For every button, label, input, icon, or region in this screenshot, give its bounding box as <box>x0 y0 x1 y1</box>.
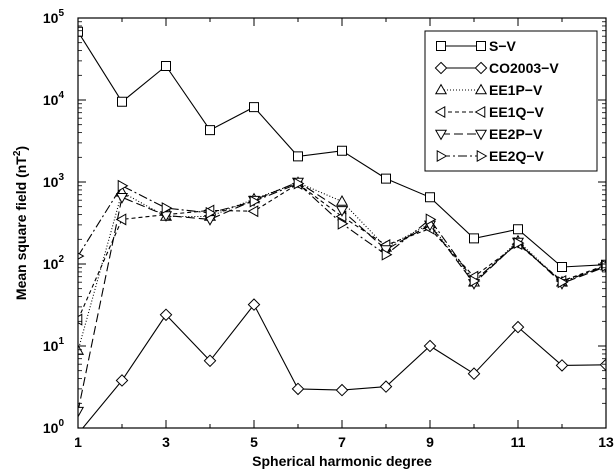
series-co2003-v <box>78 298 606 428</box>
data-point-ee2q-v-7 <box>337 217 349 230</box>
legend-marker-ee1q-v <box>434 105 446 119</box>
data-point-co2003-v-6 <box>291 382 305 396</box>
data-point-ee2q-v-11 <box>513 237 525 250</box>
data-point-co2003-v-13 <box>599 358 606 372</box>
data-point-ee2q-v-1 <box>78 252 85 260</box>
data-point-co2003-v-9 <box>423 339 437 353</box>
legend-marker-end-ee1p-v <box>474 83 488 95</box>
data-point-s-v-11 <box>513 224 523 235</box>
legend-label-ee1q-v: EE1Q−V <box>489 104 545 120</box>
data-point-s-v-4 <box>205 125 215 136</box>
legend-marker-ee1p-v <box>434 83 448 95</box>
y-tick-label-4: 104 <box>43 90 65 108</box>
data-point-s-v-6 <box>293 151 303 162</box>
x-tick-label-13: 13 <box>598 434 614 450</box>
legend-marker-end-ee1q-v <box>474 105 486 119</box>
data-point-ee1p-v-7 <box>335 194 349 206</box>
legend-entry-ee1q-v: EE1Q−V <box>434 104 545 120</box>
legend-entry-s-v: S−V <box>436 38 517 54</box>
legend-marker-end-s-v <box>476 41 486 51</box>
data-point-ee2q-v-10 <box>469 274 481 288</box>
x-tick-label-3: 3 <box>162 434 170 450</box>
data-point-co2003-v-3 <box>159 308 173 322</box>
data-point-ee2q-v-2 <box>117 179 129 192</box>
y-tick-label-2: 102 <box>43 254 65 272</box>
x-tick-label-5: 5 <box>250 434 258 450</box>
data-point-s-v-7 <box>337 145 347 156</box>
y-axis-title: Mean square field (nT2) <box>12 146 29 300</box>
x-tick-label-7: 7 <box>338 434 346 450</box>
data-point-co2003-v-11 <box>511 320 525 334</box>
legend-marker-ee2p-v <box>434 129 448 141</box>
y-axis-title-close: ) <box>13 146 29 151</box>
legend-label-ee2p-v: EE2P−V <box>489 126 543 142</box>
legend-entry-co2003-v: CO2003−V <box>434 60 559 76</box>
y-tick-label-1: 101 <box>43 336 65 354</box>
legend-label-ee2q-v: EE2Q−V <box>489 148 545 164</box>
data-point-co2003-v-7 <box>335 383 349 397</box>
y-axis-title-main: Mean square field (nT <box>13 156 29 300</box>
legend-marker-ee2q-v <box>436 149 448 163</box>
legend-label-co2003-v: CO2003−V <box>489 60 559 76</box>
data-point-co2003-v-8 <box>379 380 393 393</box>
data-point-ee2q-v-12 <box>557 276 569 289</box>
y-tick-label-5: 105 <box>43 8 65 26</box>
legend-marker-end-ee2q-v <box>476 149 488 163</box>
legend-entries: S−V CO2003−V EE1P−V EE1Q−V EE2P−V EE2Q−V <box>434 38 559 164</box>
data-point-ee2p-v-7 <box>335 206 349 217</box>
data-point-ee2p-v-2 <box>115 193 129 204</box>
data-point-s-v-8 <box>381 173 391 184</box>
data-point-ee1q-v-2 <box>115 213 127 226</box>
data-point-co2003-v-4 <box>203 354 217 368</box>
data-point-ee1q-v-5 <box>247 205 259 218</box>
data-point-ee2q-v-4 <box>205 206 217 219</box>
data-point-ee2q-v-3 <box>161 202 173 215</box>
data-point-co2003-v-12 <box>555 359 569 372</box>
data-point-s-v-10 <box>469 233 479 244</box>
series-ee2q-v <box>78 177 606 289</box>
legend-label-ee1p-v: EE1P−V <box>489 82 543 98</box>
legend-box <box>424 30 598 172</box>
data-point-s-v-1 <box>78 26 83 37</box>
legend-marker-s-v <box>436 41 446 51</box>
legend-entry-ee2q-v: EE2Q−V <box>436 148 545 164</box>
legend-entry-ee1p-v: EE1P−V <box>434 82 543 98</box>
x-tick-label-1: 1 <box>74 434 82 450</box>
data-point-s-v-2 <box>117 96 127 107</box>
data-point-ee2q-v-5 <box>249 195 261 208</box>
legend-label-s-v: S−V <box>489 38 517 54</box>
series-s-v <box>78 26 606 272</box>
data-point-s-v-12 <box>557 262 567 272</box>
data-point-ee2q-v-9 <box>425 213 437 226</box>
data-point-ee1q-v-1 <box>78 313 83 326</box>
data-point-co2003-v-10 <box>467 367 481 381</box>
data-point-ee2q-v-6 <box>293 177 305 190</box>
data-point-s-v-5 <box>249 102 259 113</box>
y-tick-label-3: 103 <box>43 172 65 190</box>
x-axis-title: Spherical harmonic degree <box>252 453 432 469</box>
data-point-s-v-9 <box>425 192 435 203</box>
legend-marker-end-ee2p-v <box>474 129 488 141</box>
legend: S−V CO2003−V EE1P−V EE1Q−V EE2P−V EE2Q−V <box>424 30 598 172</box>
x-tick-label-11: 11 <box>511 434 526 450</box>
data-point-co2003-v-2 <box>115 374 129 387</box>
data-point-ee2p-v-1 <box>78 406 85 418</box>
data-point-s-v-3 <box>161 61 171 71</box>
y-tick-label-0: 100 <box>43 418 65 436</box>
y-axis-title-superscript: 2 <box>12 150 23 156</box>
ticks-layer <box>77 17 607 429</box>
data-point-ee2q-v-13 <box>601 259 606 272</box>
x-tick-label-9: 9 <box>426 434 434 450</box>
data-point-ee2q-v-8 <box>381 248 393 261</box>
data-point-co2003-v-5 <box>247 298 261 311</box>
legend-marker-co2003-v <box>434 61 448 75</box>
legend-marker-end-co2003-v <box>474 61 488 75</box>
legend-entry-ee2p-v: EE2P−V <box>434 126 543 142</box>
